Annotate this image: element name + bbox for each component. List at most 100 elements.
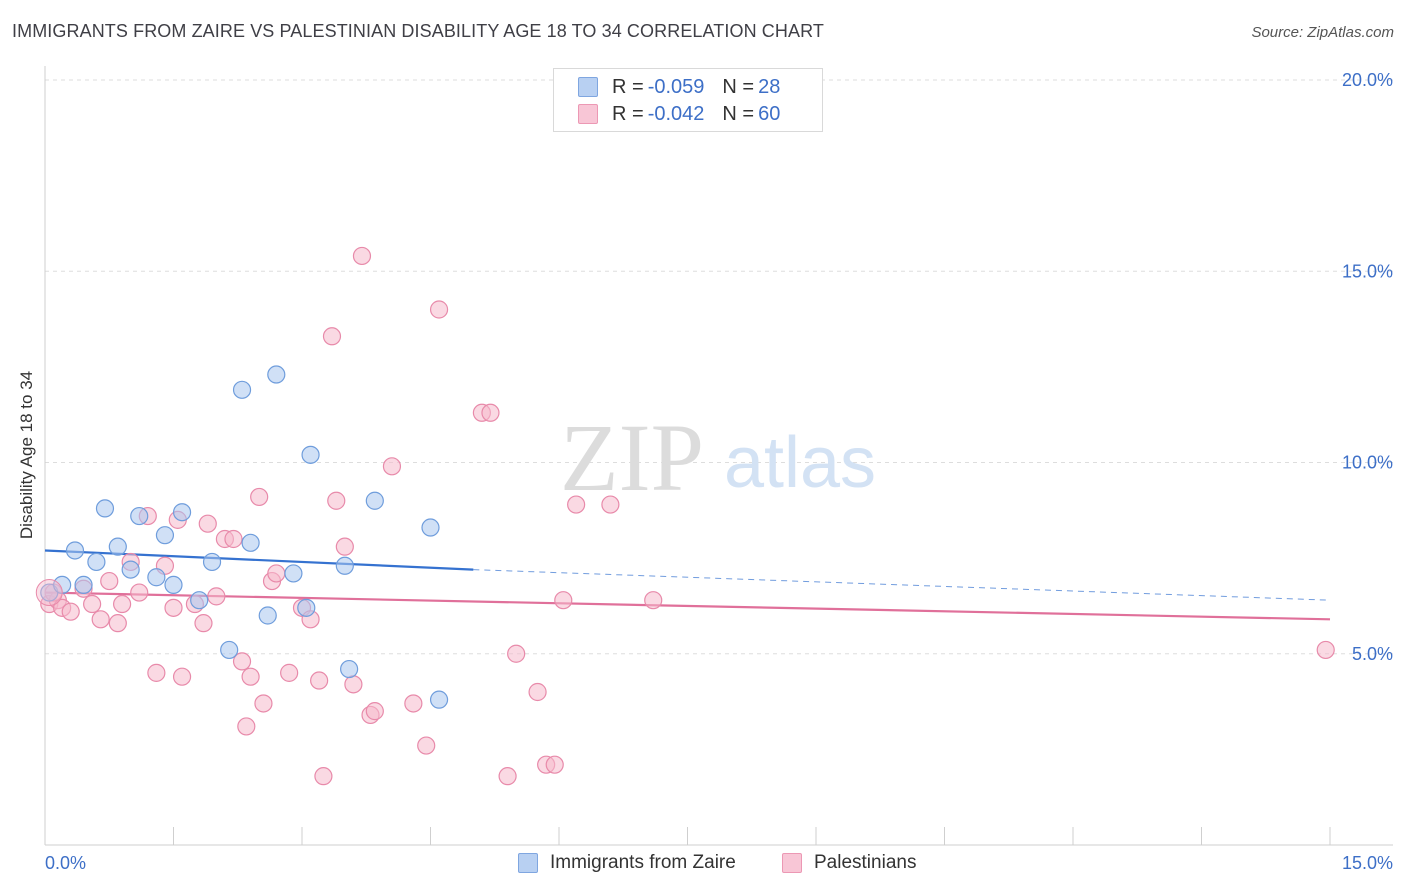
point-palestinians[interactable] — [417, 736, 436, 755]
point-zaire[interactable] — [365, 491, 384, 510]
legend-swatch-palestinians — [578, 104, 598, 124]
point-zaire[interactable] — [121, 560, 140, 579]
trend-line-zaire — [44, 549, 474, 571]
point-palestinians[interactable] — [147, 663, 166, 682]
point-palestinians[interactable] — [198, 514, 217, 533]
point-palestinians[interactable] — [554, 591, 573, 610]
stats-legend: R = -0.059 N = 28 R = -0.042 N = 60 — [553, 68, 823, 132]
point-zaire[interactable] — [421, 518, 440, 537]
point-palestinians[interactable] — [528, 682, 547, 702]
y-tick-label: 20.0% — [1342, 70, 1393, 90]
r-value: -0.059 — [647, 75, 705, 98]
n-label: N = — [722, 75, 755, 98]
point-palestinians[interactable] — [507, 644, 526, 663]
point-zaire[interactable] — [267, 365, 286, 384]
trend-line-palestinians — [44, 591, 1331, 621]
point-zaire[interactable] — [172, 503, 192, 522]
point-zaire[interactable] — [429, 690, 449, 709]
point-palestinians[interactable] — [100, 571, 119, 591]
watermark-atlas: atlas — [724, 423, 876, 503]
point-palestinians[interactable] — [545, 755, 564, 774]
point-palestinians[interactable] — [61, 602, 80, 621]
point-zaire[interactable] — [297, 598, 316, 617]
point-palestinians[interactable] — [108, 614, 127, 633]
point-palestinians[interactable] — [1316, 640, 1335, 660]
r-value: -0.042 — [647, 102, 705, 125]
point-zaire[interactable] — [108, 537, 127, 556]
point-palestinians[interactable] — [254, 694, 273, 713]
point-palestinians[interactable] — [237, 717, 256, 736]
point-palestinians[interactable] — [335, 537, 354, 556]
legend-item-palestinians[interactable]: Palestinians — [782, 852, 916, 874]
watermark-zip: ZIP — [560, 404, 704, 511]
point-palestinians[interactable] — [322, 327, 342, 346]
n-label: N = — [722, 102, 755, 125]
point-zaire[interactable] — [155, 526, 175, 545]
point-palestinians[interactable] — [207, 587, 226, 606]
point-zaire[interactable] — [258, 606, 277, 625]
tick-labels: 5.0% 10.0% 15.0% 20.0% 0.0% 15.0% — [45, 70, 1393, 873]
point-zaire[interactable] — [87, 552, 106, 572]
point-palestinians[interactable] — [314, 767, 333, 786]
stats-legend-row-zaire: R = -0.059 N = 28 — [578, 75, 780, 99]
x-tick-label: 15.0% — [1342, 853, 1393, 873]
legend-swatch-zaire — [578, 77, 598, 97]
legend-swatch-palestinians — [782, 853, 802, 873]
trend-line-zaire-extrapolated — [473, 569, 1331, 601]
point-palestinians[interactable] — [365, 702, 384, 721]
point-palestinians[interactable] — [382, 457, 402, 476]
legend-swatch-zaire — [518, 853, 538, 873]
y-tick-label: 5.0% — [1352, 644, 1393, 664]
y-tick-label: 15.0% — [1342, 261, 1393, 281]
point-palestinians[interactable] — [224, 529, 243, 549]
point-palestinians[interactable] — [404, 694, 423, 713]
point-zaire[interactable] — [220, 640, 239, 660]
point-palestinians[interactable] — [429, 300, 449, 319]
y-tick-label: 10.0% — [1342, 453, 1393, 473]
data-points — [35, 246, 1335, 786]
point-palestinians[interactable] — [172, 667, 192, 686]
point-palestinians[interactable] — [644, 591, 663, 610]
y-axis-label: Disability Age 18 to 34 — [17, 370, 36, 540]
point-cluster[interactable] — [35, 579, 63, 607]
point-zaire[interactable] — [284, 564, 303, 583]
point-palestinians[interactable] — [91, 610, 110, 629]
r-label: R = — [612, 75, 644, 98]
legend-item-zaire[interactable]: Immigrants from Zaire — [518, 852, 736, 874]
point-zaire[interactable] — [241, 533, 260, 552]
point-palestinians[interactable] — [327, 491, 346, 510]
point-palestinians[interactable] — [83, 594, 102, 614]
point-zaire[interactable] — [74, 575, 93, 595]
point-palestinians[interactable] — [567, 495, 586, 514]
point-palestinians[interactable] — [241, 667, 260, 686]
point-palestinians[interactable] — [232, 652, 252, 671]
point-palestinians[interactable] — [164, 598, 183, 617]
point-palestinians[interactable] — [280, 663, 299, 682]
point-zaire[interactable] — [65, 541, 85, 560]
point-palestinians[interactable] — [267, 564, 286, 583]
point-palestinians[interactable] — [250, 487, 269, 507]
point-zaire[interactable] — [335, 556, 354, 575]
point-palestinians[interactable] — [310, 671, 329, 690]
point-palestinians[interactable] — [601, 495, 620, 514]
point-zaire[interactable] — [202, 552, 222, 572]
point-zaire[interactable] — [232, 380, 252, 399]
point-palestinians[interactable] — [112, 594, 132, 614]
point-zaire[interactable] — [95, 499, 115, 518]
point-zaire[interactable] — [340, 659, 359, 679]
point-palestinians[interactable] — [344, 675, 363, 694]
point-zaire[interactable] — [301, 445, 320, 464]
n-value: 28 — [758, 75, 781, 98]
point-palestinians[interactable] — [481, 403, 500, 422]
point-palestinians[interactable] — [352, 246, 372, 266]
point-zaire[interactable] — [190, 591, 209, 610]
source-credit: Source: ZipAtlas.com — [1251, 24, 1394, 41]
point-palestinians[interactable] — [498, 767, 517, 786]
point-zaire[interactable] — [164, 575, 183, 595]
grid-lines — [45, 79, 1393, 655]
point-zaire[interactable] — [130, 506, 149, 526]
point-palestinians[interactable] — [194, 614, 213, 633]
point-zaire[interactable] — [147, 568, 166, 587]
point-palestinians[interactable] — [130, 583, 149, 602]
